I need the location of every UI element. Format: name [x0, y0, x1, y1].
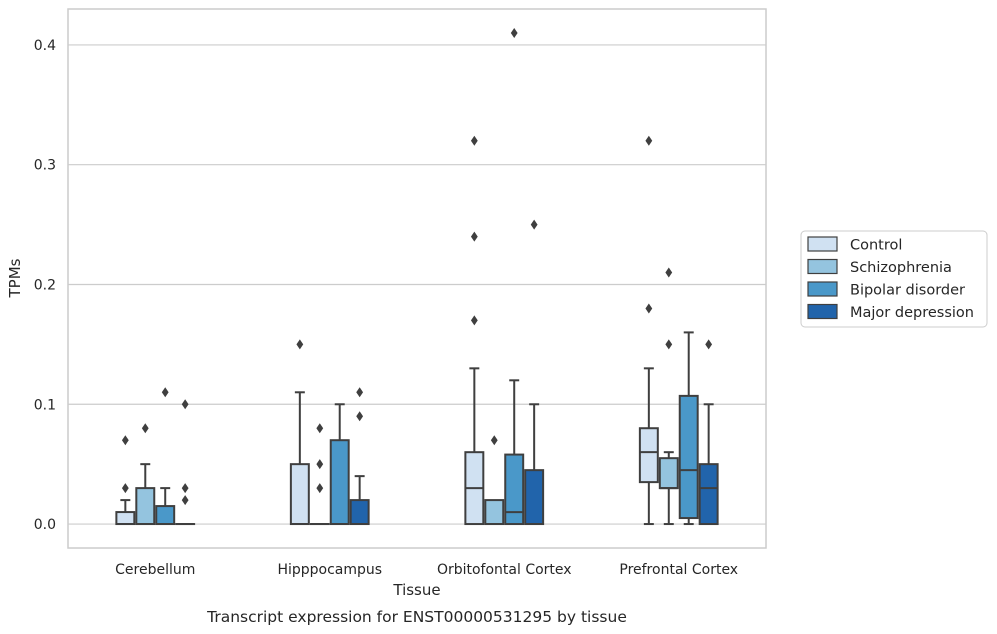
legend-box — [800, 230, 988, 328]
box-iqr — [155, 505, 176, 526]
box-group — [289, 339, 310, 526]
outlier-point — [316, 483, 324, 494]
legend-label: Control — [850, 238, 902, 254]
box-group — [678, 331, 699, 526]
box-group — [698, 339, 719, 526]
legend-label: Major depression — [850, 305, 974, 321]
y-tick-label: 0.2 — [34, 277, 56, 293]
box-group — [329, 403, 350, 526]
legend-swatch — [807, 236, 838, 252]
outlier-point — [181, 495, 189, 506]
box-group — [349, 387, 370, 526]
box-group — [175, 399, 196, 526]
y-tick-label: 0.1 — [34, 397, 56, 413]
box-group — [484, 435, 505, 526]
outlier-point — [470, 135, 478, 146]
x-tick-label: Hipppocampus — [277, 562, 382, 578]
outlier-point — [356, 411, 364, 422]
outlier-point — [510, 27, 518, 38]
box-iqr — [698, 463, 719, 526]
outlier-point — [645, 135, 653, 146]
outlier-point — [490, 435, 498, 446]
outlier-point — [121, 435, 129, 446]
y-tick-label: 0.0 — [34, 517, 56, 533]
box-iqr — [484, 499, 505, 526]
outlier-point — [121, 483, 129, 494]
box-group — [115, 435, 136, 526]
legend-label: Bipolar disorder — [850, 283, 965, 299]
outlier-point — [141, 423, 149, 434]
x-tick-labels: Cerebellum Hipppocampus Orbitofontal Corte… — [115, 562, 738, 578]
box-iqr — [678, 394, 699, 520]
y-tick-labels: 0.0 0.1 0.2 0.3 0.4 — [34, 38, 56, 533]
box-group — [135, 423, 156, 526]
outlier-point — [161, 387, 169, 398]
outlier-point — [530, 219, 538, 230]
box-iqr — [658, 457, 679, 490]
x-tick-label: Prefrontal Cortex — [619, 562, 738, 578]
box-iqr — [289, 463, 310, 526]
outlier-point — [470, 315, 478, 326]
grid-lines — [68, 44, 766, 525]
plot-border — [67, 8, 767, 549]
box-group — [309, 423, 330, 526]
legend-swatch — [807, 281, 838, 297]
y-tick-label: 0.4 — [34, 38, 56, 54]
box-group — [658, 267, 679, 526]
box-group — [464, 135, 485, 526]
legend: Control Schizophrenia Bipolar disorder Majo… — [800, 230, 988, 328]
x-tick-label: Cerebellum — [115, 562, 195, 578]
box-group — [638, 135, 659, 526]
box-iqr — [349, 499, 370, 526]
outlier-point — [665, 339, 673, 350]
outlier-point — [470, 231, 478, 242]
outlier-point — [316, 423, 324, 434]
box-iqr — [115, 511, 136, 526]
x-tick-label: Orbitofontal Cortex — [437, 562, 572, 578]
y-axis-label: TPMs — [6, 258, 24, 298]
outlier-point — [316, 459, 324, 470]
box-iqr — [638, 427, 659, 484]
box-group — [524, 219, 545, 526]
chart-caption: Transcript expression for ENST0000053129… — [206, 608, 627, 626]
box-iqr — [329, 439, 350, 526]
outlier-point — [665, 267, 673, 278]
box-iqr — [135, 487, 156, 526]
outlier-point — [356, 387, 364, 398]
boxes-layer — [115, 27, 719, 526]
outlier-point — [296, 339, 304, 350]
outlier-point — [705, 339, 713, 350]
legend-swatch — [807, 258, 838, 275]
box-group — [504, 27, 525, 526]
legend-swatch — [807, 303, 838, 320]
outlier-point — [645, 303, 653, 314]
y-tick-label: 0.3 — [34, 158, 56, 174]
x-axis-label: Tissue — [392, 581, 440, 599]
outlier-point — [181, 399, 189, 410]
box-iqr — [504, 453, 525, 526]
legend-label: Schizophrenia — [850, 260, 952, 276]
box-group — [155, 387, 176, 526]
plot-frame — [67, 8, 767, 549]
box-iqr — [524, 469, 545, 526]
outlier-point — [181, 483, 189, 494]
